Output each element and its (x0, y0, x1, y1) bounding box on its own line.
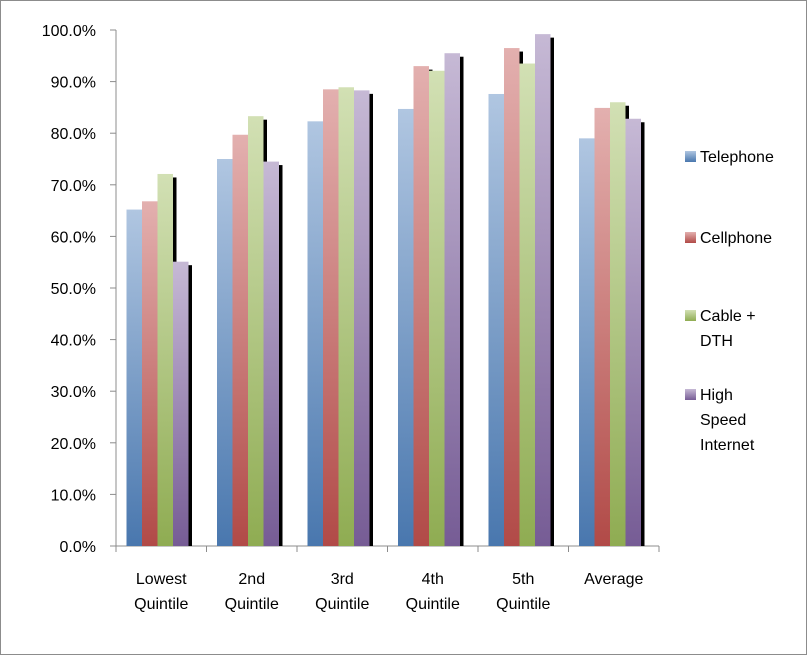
bar (307, 121, 323, 546)
x-tick-label: Average (584, 571, 643, 588)
legend-swatch (685, 389, 696, 400)
legend-swatch (685, 310, 696, 321)
bar (248, 116, 264, 546)
bar (232, 134, 248, 547)
bar (413, 66, 429, 547)
bar (126, 209, 142, 546)
bar (217, 159, 233, 546)
y-tick-label: 80.0% (51, 126, 96, 143)
bar (579, 138, 595, 547)
y-tick-label: 20.0% (51, 436, 96, 453)
y-tick-label: 0.0% (60, 539, 96, 556)
bar (488, 93, 504, 546)
legend: Telephone Cellphone Cable + DTH High Speed Int… (685, 149, 774, 454)
bar (263, 161, 279, 546)
y-tick-label: 60.0% (51, 229, 96, 246)
legend-label: High Speed Internet (700, 387, 755, 454)
y-tick-label: 50.0% (51, 281, 96, 298)
bar (398, 108, 414, 546)
legend-label: Cellphone (700, 230, 772, 247)
bar (323, 89, 339, 546)
y-tick-label: 100.0% (42, 23, 96, 40)
legend-item: Cellphone (685, 230, 772, 247)
x-axis: Lowest Quintile 2nd Quintile 3rd Quintile 4th Q… (115, 545, 660, 613)
y-tick-label: 30.0% (51, 384, 96, 401)
bar (157, 173, 173, 547)
bar (444, 53, 460, 546)
bar (535, 34, 551, 547)
legend-swatch (685, 151, 696, 162)
bar (142, 201, 158, 546)
bar (610, 102, 626, 547)
legend-item: Telephone (685, 149, 774, 166)
x-tick-label: Lowest Quintile (134, 571, 188, 613)
bar (338, 87, 354, 546)
y-tick-label: 70.0% (51, 178, 96, 195)
bar (519, 63, 535, 546)
legend-label: Telephone (700, 149, 774, 166)
bar (504, 48, 520, 547)
x-tick-label: 5th Quintile (496, 571, 550, 613)
bar (594, 107, 610, 546)
bars (126, 34, 645, 547)
bar (173, 261, 189, 546)
legend-swatch (685, 232, 696, 243)
x-tick-label: 3rd Quintile (315, 571, 369, 613)
y-axis: 0.0% 10.0% 20.0% 30.0% 40.0% 50.0% 60.0% 70.0% 8… (42, 23, 117, 556)
legend-item: High Speed Internet (685, 387, 755, 454)
bar (429, 70, 445, 546)
y-tick-label: 90.0% (51, 75, 96, 92)
y-tick-label: 40.0% (51, 333, 96, 350)
bar (354, 90, 370, 546)
bar (625, 118, 641, 546)
x-tick-label: 4th Quintile (406, 571, 460, 613)
legend-label: Cable + DTH (700, 308, 756, 350)
y-tick-label: 10.0% (51, 487, 96, 504)
x-tick-label: 2nd Quintile (225, 571, 279, 613)
legend-item: Cable + DTH (685, 308, 756, 350)
